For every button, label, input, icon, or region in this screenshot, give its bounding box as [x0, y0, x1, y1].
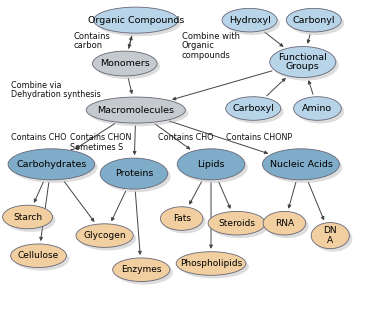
Text: Starch: Starch: [13, 212, 42, 222]
Ellipse shape: [294, 97, 341, 120]
Ellipse shape: [311, 223, 349, 249]
Text: Organic Compounds: Organic Compounds: [88, 16, 184, 25]
Ellipse shape: [103, 161, 171, 192]
Ellipse shape: [113, 258, 170, 281]
Ellipse shape: [177, 149, 245, 180]
Ellipse shape: [263, 211, 306, 235]
Ellipse shape: [270, 46, 336, 78]
Text: Glycogen: Glycogen: [83, 231, 126, 240]
Text: Monomers: Monomers: [100, 59, 150, 68]
Ellipse shape: [11, 152, 98, 183]
Text: Contains CHO: Contains CHO: [11, 133, 66, 143]
Text: Steroids: Steroids: [218, 219, 255, 228]
Text: Phospholipids: Phospholipids: [180, 259, 242, 268]
Ellipse shape: [76, 224, 133, 247]
Ellipse shape: [265, 152, 342, 183]
Text: Functional
Groups: Functional Groups: [279, 53, 327, 71]
Ellipse shape: [89, 100, 188, 126]
Ellipse shape: [176, 252, 246, 275]
Text: Enzymes: Enzymes: [121, 265, 161, 274]
Text: Nucleic Acids: Nucleic Acids: [269, 160, 333, 169]
Text: Amino: Amino: [302, 104, 333, 113]
Text: RNA: RNA: [275, 219, 294, 228]
Text: Hydroxyl: Hydroxyl: [229, 16, 270, 25]
Ellipse shape: [86, 97, 185, 123]
Text: Combine with
Organic
compounds: Combine with Organic compounds: [182, 32, 240, 60]
Text: Lipids: Lipids: [197, 160, 225, 169]
Text: Fats: Fats: [172, 214, 191, 223]
Ellipse shape: [211, 215, 268, 238]
Text: Cellulose: Cellulose: [18, 251, 59, 260]
Ellipse shape: [297, 100, 344, 123]
Ellipse shape: [289, 11, 344, 35]
Ellipse shape: [14, 247, 69, 271]
Ellipse shape: [100, 158, 168, 189]
Ellipse shape: [226, 97, 281, 120]
Ellipse shape: [92, 51, 157, 76]
Text: Contains
carbon: Contains carbon: [73, 32, 110, 50]
Ellipse shape: [95, 54, 160, 79]
Ellipse shape: [273, 50, 339, 81]
Text: Carbohydrates: Carbohydrates: [16, 160, 87, 169]
Ellipse shape: [180, 152, 248, 183]
Ellipse shape: [222, 8, 277, 32]
Ellipse shape: [286, 8, 341, 32]
Ellipse shape: [266, 215, 309, 238]
Text: Contains CHO: Contains CHO: [158, 133, 213, 143]
Ellipse shape: [3, 205, 52, 229]
Ellipse shape: [262, 149, 339, 180]
Text: Macromolecules: Macromolecules: [97, 105, 174, 115]
Ellipse shape: [11, 244, 66, 268]
Ellipse shape: [160, 207, 203, 230]
Text: Carboxyl: Carboxyl: [232, 104, 274, 113]
Ellipse shape: [94, 7, 178, 33]
Ellipse shape: [208, 211, 265, 235]
Ellipse shape: [8, 149, 95, 180]
Text: Proteins: Proteins: [115, 169, 153, 178]
Text: DN
A: DN A: [323, 226, 337, 245]
Ellipse shape: [179, 255, 249, 278]
Ellipse shape: [97, 10, 181, 36]
Ellipse shape: [229, 100, 284, 123]
Ellipse shape: [6, 208, 55, 232]
Text: Contains CHONP: Contains CHONP: [226, 133, 292, 143]
Text: Combine via
Dehydration synthesis: Combine via Dehydration synthesis: [11, 81, 101, 99]
Ellipse shape: [116, 261, 173, 285]
Ellipse shape: [163, 210, 206, 233]
Text: Contains CHON
Sometimes S: Contains CHON Sometimes S: [70, 133, 131, 152]
Text: Carbonyl: Carbonyl: [292, 16, 335, 25]
Ellipse shape: [225, 11, 280, 35]
Ellipse shape: [314, 226, 352, 252]
Ellipse shape: [79, 227, 136, 250]
